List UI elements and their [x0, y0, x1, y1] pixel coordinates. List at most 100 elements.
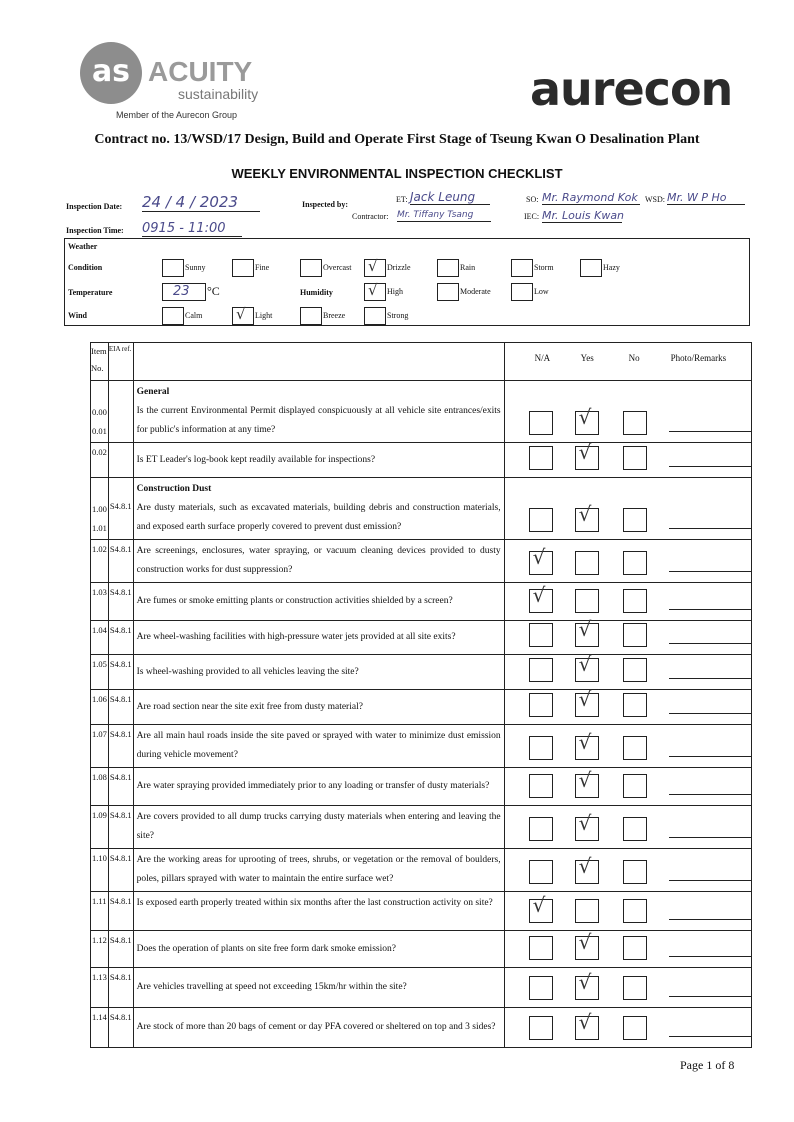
yes-checkbox[interactable]: √	[574, 732, 599, 760]
no-checkbox[interactable]	[622, 736, 647, 760]
yes-checkbox[interactable]: √	[574, 856, 599, 884]
no-checkbox[interactable]	[622, 1016, 647, 1040]
table-row: 1.07 S4.8.1 Are all main haul roads insi…	[90, 724, 753, 768]
weather-strong-checkbox[interactable]	[364, 307, 386, 325]
remarks-field[interactable]	[668, 571, 751, 572]
item-no: 1.14	[90, 1007, 109, 1048]
contractor-field[interactable]: Mr. Tiffany Tsang	[397, 209, 491, 222]
eia-ref: S4.8.1	[107, 805, 134, 849]
na-checkbox[interactable]	[528, 976, 553, 1000]
no-checkbox[interactable]	[622, 508, 647, 532]
weather-light-checkbox[interactable]: √	[232, 305, 254, 325]
yes-checkbox[interactable]	[574, 899, 599, 923]
no-checkbox[interactable]	[622, 658, 647, 682]
no-checkbox[interactable]	[622, 817, 647, 841]
no-checkbox[interactable]	[622, 693, 647, 717]
no-checkbox[interactable]	[622, 774, 647, 798]
check-mark-icon: √	[368, 257, 378, 275]
remarks-field[interactable]	[668, 678, 751, 679]
weather-hazy-checkbox[interactable]	[580, 259, 602, 277]
remarks-field[interactable]	[668, 643, 751, 644]
inspection-time-field[interactable]: 0915 - 11:00	[142, 222, 242, 237]
na-checkbox[interactable]	[528, 936, 553, 960]
remarks-field[interactable]	[668, 528, 751, 529]
no-checkbox[interactable]	[622, 411, 647, 435]
na-checkbox[interactable]: √	[528, 585, 553, 613]
yes-checkbox[interactable]: √	[574, 689, 599, 717]
na-checkbox[interactable]	[528, 817, 553, 841]
answer-cell: √	[503, 930, 753, 968]
yes-checkbox[interactable]	[574, 589, 599, 613]
remarks-field[interactable]	[668, 1036, 751, 1037]
yes-checkbox[interactable]: √	[574, 813, 599, 841]
na-checkbox[interactable]	[528, 774, 553, 798]
na-checkbox[interactable]	[528, 446, 553, 470]
weather-low-checkbox[interactable]	[511, 283, 533, 301]
answer-cell: √	[503, 539, 753, 583]
weather-sunny-checkbox[interactable]	[162, 259, 184, 277]
remarks-field[interactable]	[668, 996, 751, 997]
temperature-label: Temperature	[68, 288, 113, 297]
na-checkbox[interactable]	[528, 623, 553, 647]
yes-checkbox[interactable]: √	[574, 972, 599, 1000]
remarks-field[interactable]	[668, 713, 751, 714]
no-checkbox[interactable]	[622, 446, 647, 470]
na-checkbox[interactable]: √	[528, 547, 553, 575]
remarks-field[interactable]	[668, 837, 751, 838]
remarks-field[interactable]	[668, 880, 751, 881]
remarks-field[interactable]	[668, 956, 751, 957]
weather-overcast-checkbox[interactable]	[300, 259, 322, 277]
na-checkbox[interactable]	[528, 736, 553, 760]
weather-breeze-checkbox[interactable]	[300, 307, 322, 325]
remarks-field[interactable]	[668, 919, 751, 920]
yes-checkbox[interactable]	[574, 551, 599, 575]
question-text: Are covers provided to all dump trucks c…	[136, 812, 501, 841]
question-text: Is the current Environmental Permit disp…	[136, 406, 501, 435]
na-checkbox[interactable]	[528, 508, 553, 532]
temperature-field[interactable]: 23	[162, 283, 206, 301]
wsd-field[interactable]: Mr. W P Ho	[667, 191, 745, 205]
na-checkbox[interactable]	[528, 1016, 553, 1040]
weather-calm-checkbox[interactable]	[162, 307, 184, 325]
na-checkbox[interactable]: √	[528, 895, 553, 923]
iec-field[interactable]: Mr. Louis Kwan	[542, 209, 625, 223]
question-cell: Construction Dust Are dusty materials, su…	[132, 477, 505, 540]
yes-checkbox[interactable]: √	[574, 654, 599, 682]
question-text: Are road section near the site exit free…	[136, 701, 363, 712]
no-checkbox[interactable]	[622, 623, 647, 647]
no-checkbox[interactable]	[622, 899, 647, 923]
yes-checkbox[interactable]: √	[574, 1012, 599, 1040]
no-checkbox[interactable]	[622, 589, 647, 613]
question-text: Are fumes or smoke emitting plants or co…	[136, 596, 453, 606]
weather-high-checkbox[interactable]: √	[364, 281, 386, 301]
yes-checkbox[interactable]: √	[574, 770, 599, 798]
na-checkbox[interactable]	[528, 658, 553, 682]
remarks-field[interactable]	[668, 466, 751, 467]
remarks-field[interactable]	[668, 756, 751, 757]
yes-checkbox[interactable]: √	[574, 504, 599, 532]
na-checkbox[interactable]	[528, 693, 553, 717]
weather-fine-checkbox[interactable]	[232, 259, 254, 277]
yes-checkbox[interactable]: √	[574, 442, 599, 470]
weather-moderate-checkbox[interactable]	[437, 283, 459, 301]
et-field[interactable]: Jack Leung	[410, 191, 490, 205]
eia-header: EIA ref.	[107, 342, 134, 381]
yes-checkbox[interactable]: √	[574, 932, 599, 960]
yes-checkbox[interactable]: √	[574, 407, 599, 435]
na-checkbox[interactable]	[528, 411, 553, 435]
yes-checkbox[interactable]: √	[574, 619, 599, 647]
question-cell: Is exposed earth properly treated within…	[132, 891, 505, 931]
remarks-field[interactable]	[668, 431, 751, 432]
weather-rain-checkbox[interactable]	[437, 259, 459, 277]
so-field[interactable]: Mr. Raymond Kok	[542, 191, 640, 205]
remarks-field[interactable]	[668, 794, 751, 795]
inspection-date-field[interactable]: 24 / 4 / 2023	[142, 194, 260, 212]
no-checkbox[interactable]	[622, 860, 647, 884]
weather-storm-checkbox[interactable]	[511, 259, 533, 277]
no-checkbox[interactable]	[622, 551, 647, 575]
weather-drizzle-checkbox[interactable]: √	[364, 257, 386, 277]
no-checkbox[interactable]	[622, 976, 647, 1000]
na-checkbox[interactable]	[528, 860, 553, 884]
remarks-field[interactable]	[668, 609, 751, 610]
no-checkbox[interactable]	[622, 936, 647, 960]
